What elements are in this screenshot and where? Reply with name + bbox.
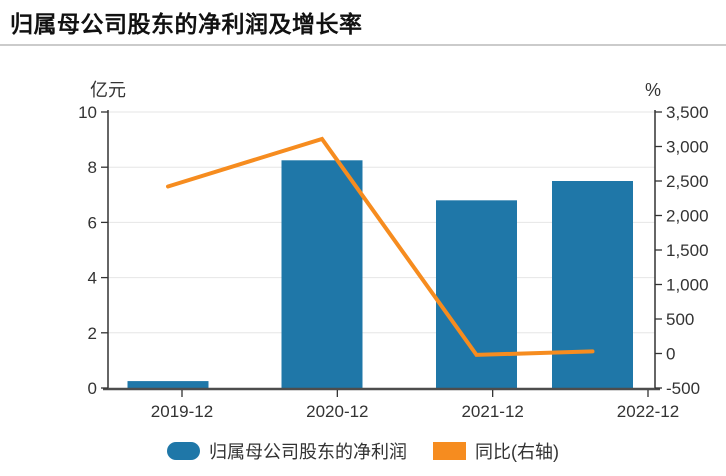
left-tick-label: 10 [78,103,97,122]
left-tick-label: 6 [88,213,97,232]
yoy-line-series[interactable] [166,136,595,357]
right-tick-label: 3,500 [666,103,709,122]
right-axis-unit-label: % [645,80,661,100]
right-tick-label: 1,000 [666,276,709,295]
legend-item-yoy[interactable]: 同比(右轴) [433,438,559,464]
bar-2019-12[interactable] [127,381,209,388]
left-tick-label: 8 [88,158,97,177]
legend-label-yoy: 同比(右轴) [475,442,559,462]
right-tick-label: 500 [666,310,694,329]
x-tick-label: 2021-12 [461,402,523,421]
bar-2020-12[interactable] [281,160,363,388]
line-series-swatch-icon [433,442,466,460]
right-tick-label: 2,000 [666,207,709,226]
legend-label-net-profit: 归属母公司股东的净利润 [209,442,407,462]
bar-2021-12[interactable] [436,200,517,388]
chart-legend: 归属母公司股东的净利润 同比(右轴) [0,438,726,464]
chart-header: 归属母公司股东的净利润及增长率 [0,0,726,46]
x-tick-label: 2022-12 [617,402,679,421]
left-tick-label: 4 [88,269,97,288]
x-tick-label: 2019-12 [151,402,213,421]
right-tick-label: 3,000 [666,138,709,157]
bar-2022-12[interactable] [552,181,633,388]
right-tick-label: 2,500 [666,172,709,191]
x-tick-label: 2020-12 [306,402,368,421]
left-tick-label: 0 [88,379,97,398]
page-title: 归属母公司股东的净利润及增长率 [10,11,363,37]
left-tick-label: 2 [88,324,97,343]
right-tick-label: -500 [666,379,700,398]
bar-series-swatch-icon [167,442,200,460]
legend-item-net-profit[interactable]: 归属母公司股东的净利润 [167,438,407,464]
left-axis-unit-label: 亿元 [90,80,126,100]
right-tick-label: 0 [666,345,675,364]
right-tick-label: 1,500 [666,241,709,260]
